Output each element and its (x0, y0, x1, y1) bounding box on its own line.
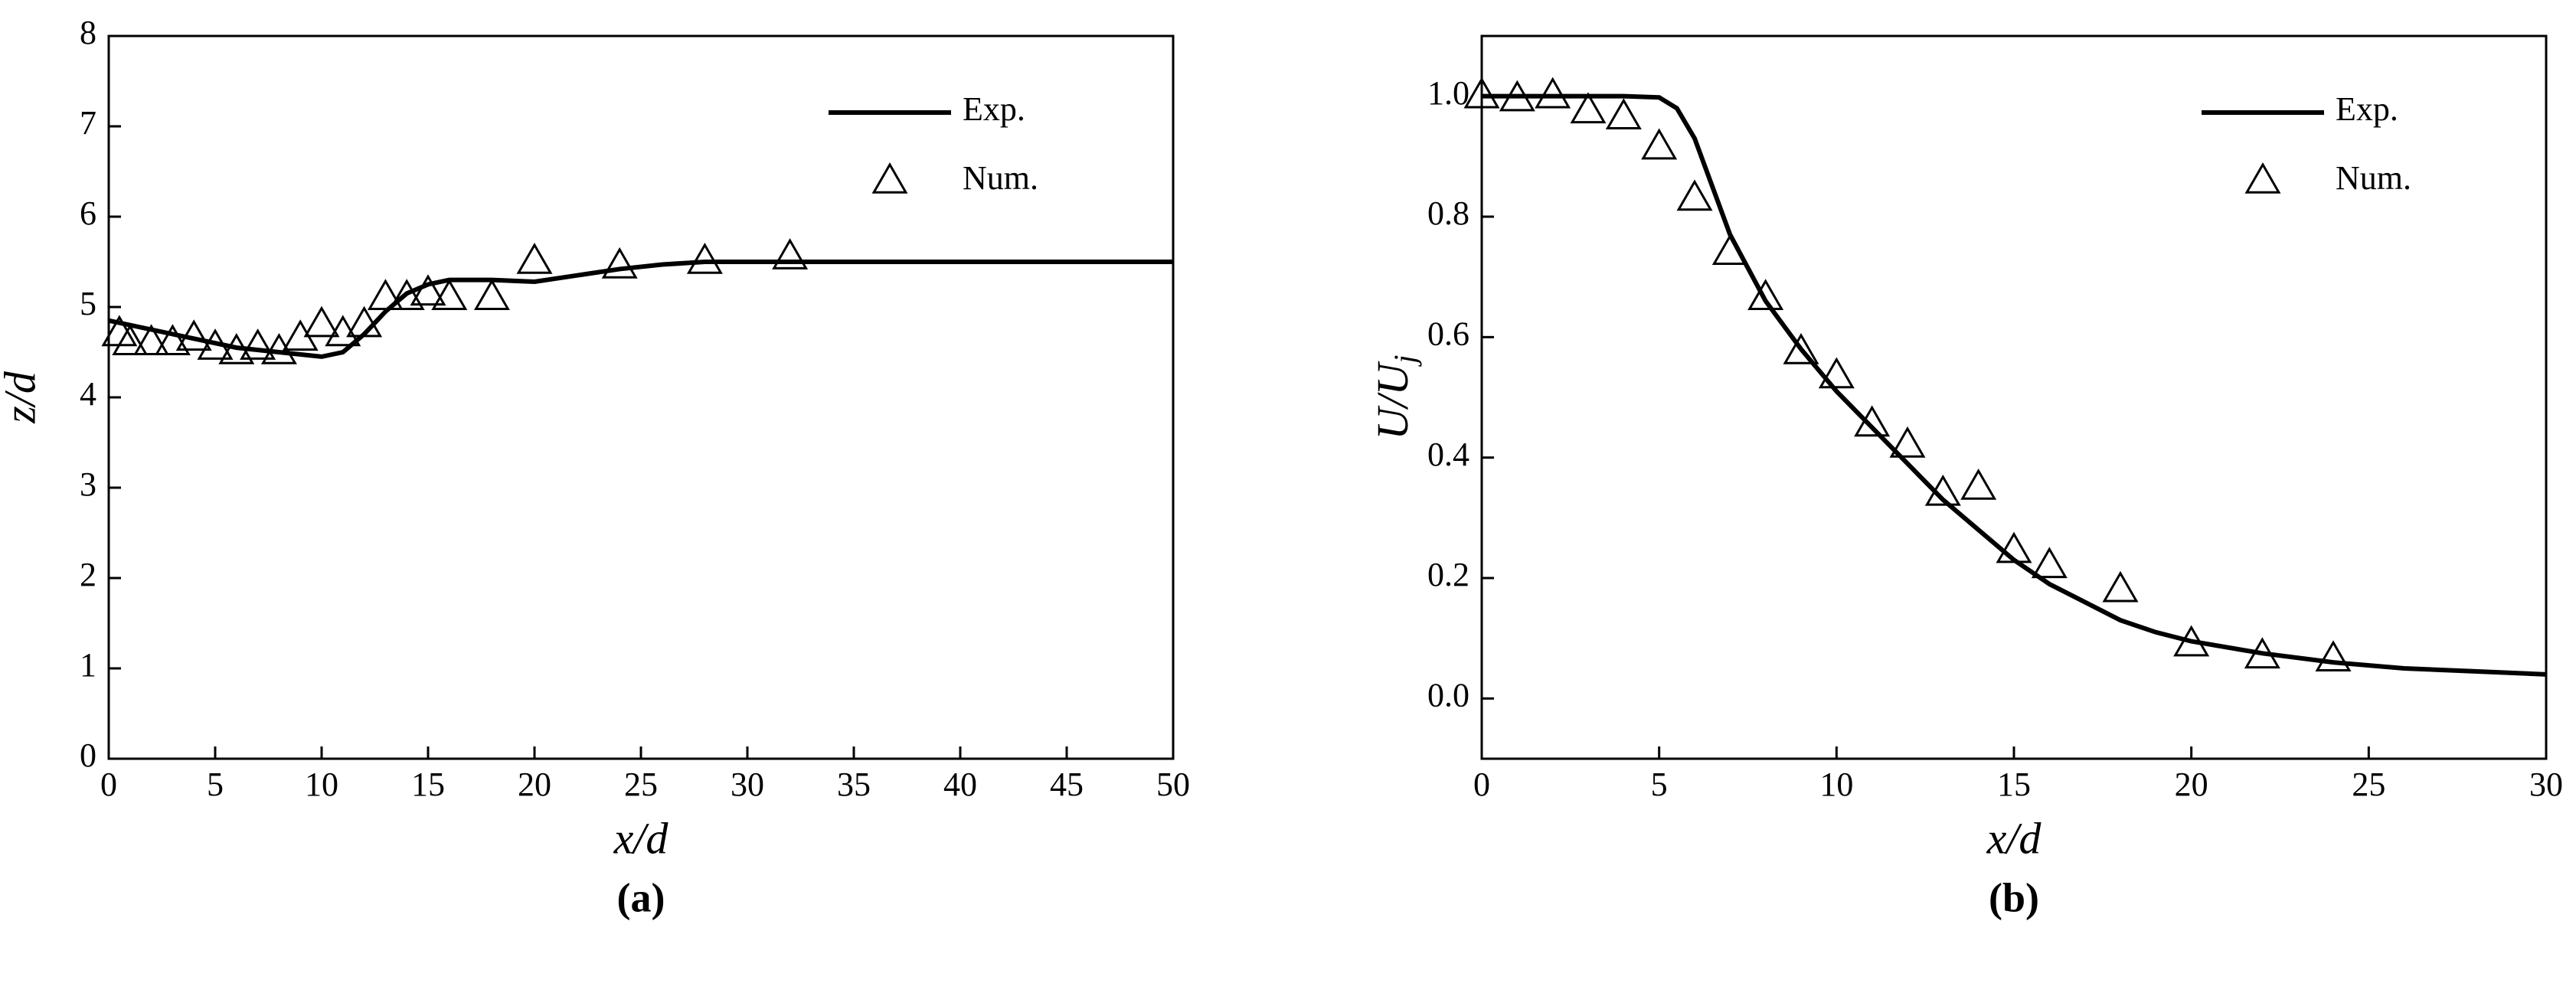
data-point (1783, 332, 1819, 364)
y-tick-label: 8 (80, 14, 96, 51)
legend-label: Exp. (2336, 90, 2398, 128)
y-axis-label-main: U/U (1368, 361, 1417, 440)
data-point (2315, 640, 2352, 671)
data-point (601, 247, 638, 279)
x-tick-label: 40 (943, 766, 977, 803)
data-point (1960, 468, 1997, 500)
x-tick-label: 50 (1156, 766, 1190, 803)
y-tick-label: 4 (80, 375, 96, 413)
data-point (388, 279, 425, 310)
x-tick-label: 10 (1819, 766, 1853, 803)
plot-frame (107, 34, 1175, 760)
data-point (303, 305, 340, 338)
x-tick-label: 25 (624, 766, 658, 803)
x-tick-label: 5 (207, 766, 224, 803)
data-point (133, 324, 170, 355)
data-point (240, 328, 276, 360)
x-tick-label: 30 (2529, 766, 2563, 803)
data-point (154, 324, 191, 355)
data-point (410, 274, 446, 306)
data-point (1818, 357, 1855, 389)
y-tick-label: 0.2 (1427, 556, 1469, 593)
panel-caption: (a) (617, 874, 665, 920)
x-tick-label: 15 (1997, 766, 2031, 803)
data-point (1499, 80, 1535, 112)
data-point (1889, 426, 1926, 458)
y-tick-label: 0.6 (1427, 315, 1469, 352)
x-tick-label: 35 (837, 766, 871, 803)
data-line (1482, 93, 2547, 677)
panel: 0 5 10 15 20 25 30 0.0 0.2 0.4 0.6 0.8 1.0 x/d U/Uj (b)… (1368, 34, 2563, 920)
data-point (1641, 128, 1678, 160)
y-tick-label: 0.4 (1427, 436, 1469, 473)
data-point (1711, 234, 1748, 265)
data-point (1605, 98, 1642, 129)
data-point (1676, 179, 1713, 211)
x-tick-label: 0 (100, 766, 117, 803)
y-tick-label: 5 (80, 285, 96, 322)
data-point (197, 328, 234, 360)
y-tick-label: 3 (80, 465, 96, 503)
data-line (108, 260, 1173, 359)
data-point (1570, 92, 1607, 124)
x-tick-label: 45 (1050, 766, 1084, 803)
data-point (1854, 405, 1891, 437)
legend-label: Exp. (963, 90, 1025, 128)
legend-marker (2244, 162, 2281, 194)
data-point (473, 279, 510, 310)
x-tick-label: 0 (1473, 766, 1490, 803)
x-tick-label: 15 (411, 766, 445, 803)
y-axis-label: U/Uj (1368, 354, 1422, 439)
plot-frame (1480, 34, 2548, 760)
panel: 0 5 10 15 20 25 30 35 40 45 50012345678x/dz/d(a)Ex… (0, 14, 1190, 920)
legend-label: Num. (2336, 159, 2411, 197)
data-point (686, 242, 723, 274)
legend-label: Num. (963, 159, 1038, 197)
data-point (218, 332, 255, 364)
data-point (175, 319, 212, 351)
x-tick-label: 25 (2352, 766, 2385, 803)
data-point (112, 324, 149, 355)
panel-caption: (b) (1989, 874, 2039, 920)
data-point (2102, 570, 2139, 603)
legend-marker (871, 162, 908, 194)
y-tick-label: 0.8 (1427, 194, 1469, 232)
data-point (2173, 625, 2210, 657)
x-tick-label: 5 (1651, 766, 1668, 803)
x-tick-label: 10 (305, 766, 338, 803)
y-tick-label: 1 (80, 646, 96, 684)
data-point (1996, 531, 2032, 563)
data-point (516, 242, 553, 274)
y-axis-label: z/d (0, 371, 44, 424)
x-tick-label: 20 (518, 766, 551, 803)
data-point (431, 279, 468, 310)
data-point (1747, 279, 1784, 310)
y-tick-label: 0.0 (1427, 676, 1469, 714)
data-point (346, 305, 383, 338)
x-tick-label: 20 (2175, 766, 2208, 803)
data-point (1924, 474, 1961, 506)
y-tick-label: 0 (80, 737, 96, 774)
data-point (772, 238, 809, 269)
x-tick-label: 30 (731, 766, 764, 803)
data-point (1463, 77, 1500, 109)
data-point (2031, 547, 2068, 579)
x-axis-label: x/d (1986, 813, 2042, 863)
data-point (2244, 637, 2280, 669)
y-tick-label: 1.0 (1427, 74, 1469, 112)
data-point (367, 279, 404, 310)
data-point (1535, 77, 1571, 109)
x-axis-label: x/d (613, 813, 669, 863)
y-tick-label: 2 (80, 556, 96, 593)
y-tick-label: 7 (80, 104, 96, 142)
y-axis-label-sub: j (1388, 354, 1422, 367)
y-tick-label: 6 (80, 194, 96, 232)
